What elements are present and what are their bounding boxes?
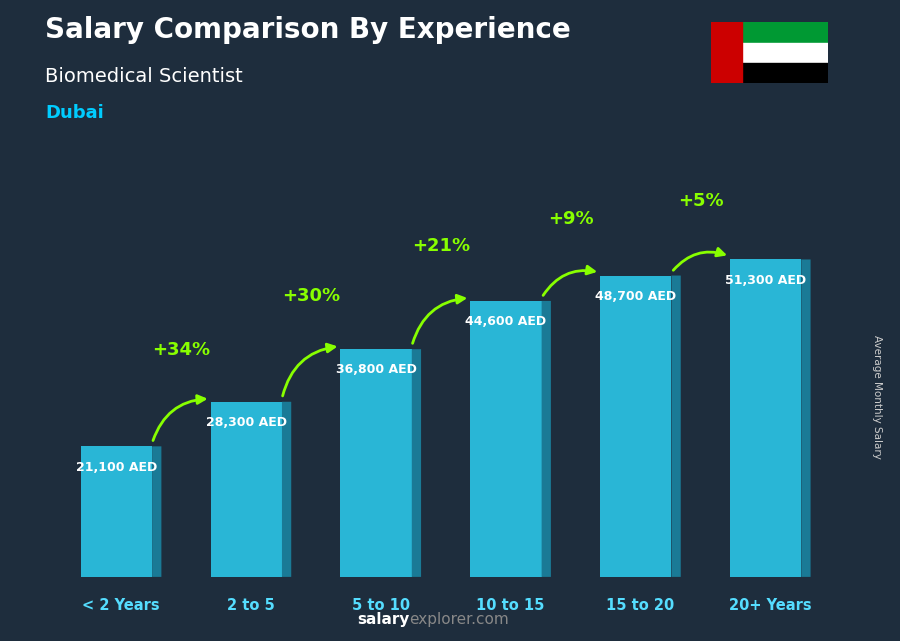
Polygon shape	[81, 446, 152, 577]
Polygon shape	[282, 402, 292, 577]
Text: 51,300 AED: 51,300 AED	[725, 274, 806, 287]
Text: 20+ Years: 20+ Years	[729, 597, 812, 613]
Text: 36,800 AED: 36,800 AED	[336, 363, 417, 376]
Bar	[711, 22, 828, 43]
Polygon shape	[801, 260, 811, 577]
Polygon shape	[470, 301, 542, 577]
Text: +5%: +5%	[678, 192, 724, 210]
Text: +30%: +30%	[282, 287, 340, 304]
Text: +9%: +9%	[548, 210, 594, 228]
FancyArrowPatch shape	[412, 296, 464, 344]
Bar	[711, 22, 742, 83]
Polygon shape	[600, 276, 671, 577]
Text: salary: salary	[357, 612, 410, 627]
Polygon shape	[671, 276, 680, 577]
Text: 48,700 AED: 48,700 AED	[595, 290, 676, 303]
Text: explorer.com: explorer.com	[410, 612, 509, 627]
Text: Biomedical Scientist: Biomedical Scientist	[45, 67, 243, 87]
Text: 21,100 AED: 21,100 AED	[76, 461, 157, 474]
Bar	[711, 63, 828, 83]
FancyArrowPatch shape	[283, 344, 335, 396]
Bar	[711, 43, 828, 63]
Text: 28,300 AED: 28,300 AED	[206, 416, 287, 429]
Polygon shape	[412, 349, 421, 577]
FancyArrowPatch shape	[543, 266, 594, 296]
Text: Average Monthly Salary: Average Monthly Salary	[872, 335, 883, 460]
FancyArrowPatch shape	[153, 395, 204, 440]
Polygon shape	[152, 446, 161, 577]
FancyArrowPatch shape	[673, 249, 725, 271]
Text: Salary Comparison By Experience: Salary Comparison By Experience	[45, 16, 571, 44]
Polygon shape	[211, 402, 282, 577]
Text: +21%: +21%	[412, 237, 470, 255]
Text: < 2 Years: < 2 Years	[82, 597, 160, 613]
Text: 10 to 15: 10 to 15	[476, 597, 544, 613]
Polygon shape	[730, 260, 801, 577]
Text: 2 to 5: 2 to 5	[227, 597, 274, 613]
Text: 15 to 20: 15 to 20	[607, 597, 674, 613]
Polygon shape	[340, 349, 412, 577]
Text: 44,600 AED: 44,600 AED	[465, 315, 546, 328]
Polygon shape	[542, 301, 551, 577]
Text: Dubai: Dubai	[45, 104, 104, 122]
Text: 5 to 10: 5 to 10	[352, 597, 410, 613]
Text: +34%: +34%	[152, 341, 211, 359]
